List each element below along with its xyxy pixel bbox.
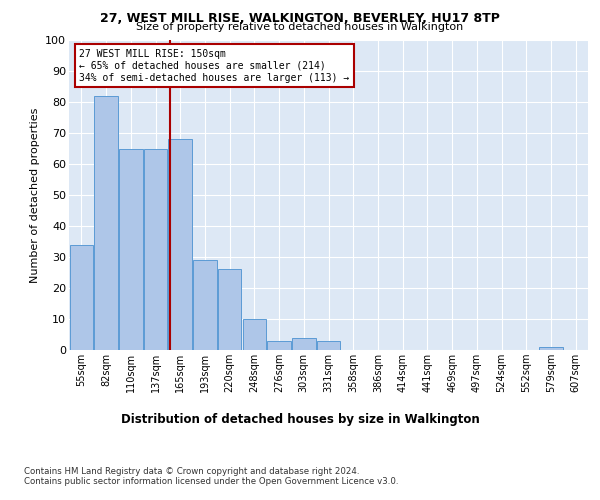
Bar [193, 260, 217, 350]
Text: Size of property relative to detached houses in Walkington: Size of property relative to detached ho… [136, 22, 464, 32]
Bar [317, 340, 340, 350]
Bar [268, 340, 291, 350]
Bar [144, 148, 167, 350]
Bar [218, 270, 241, 350]
Y-axis label: Number of detached properties: Number of detached properties [29, 108, 40, 282]
Bar [94, 96, 118, 350]
Bar [119, 148, 143, 350]
Text: Contains public sector information licensed under the Open Government Licence v3: Contains public sector information licen… [24, 478, 398, 486]
Bar [169, 139, 192, 350]
Bar [242, 319, 266, 350]
Text: Contains HM Land Registry data © Crown copyright and database right 2024.: Contains HM Land Registry data © Crown c… [24, 468, 359, 476]
Text: 27 WEST MILL RISE: 150sqm
← 65% of detached houses are smaller (214)
34% of semi: 27 WEST MILL RISE: 150sqm ← 65% of detac… [79, 50, 350, 82]
Bar [292, 338, 316, 350]
Text: Distribution of detached houses by size in Walkington: Distribution of detached houses by size … [121, 412, 479, 426]
Text: 27, WEST MILL RISE, WALKINGTON, BEVERLEY, HU17 8TP: 27, WEST MILL RISE, WALKINGTON, BEVERLEY… [100, 12, 500, 26]
Bar [70, 244, 93, 350]
Bar [539, 347, 563, 350]
